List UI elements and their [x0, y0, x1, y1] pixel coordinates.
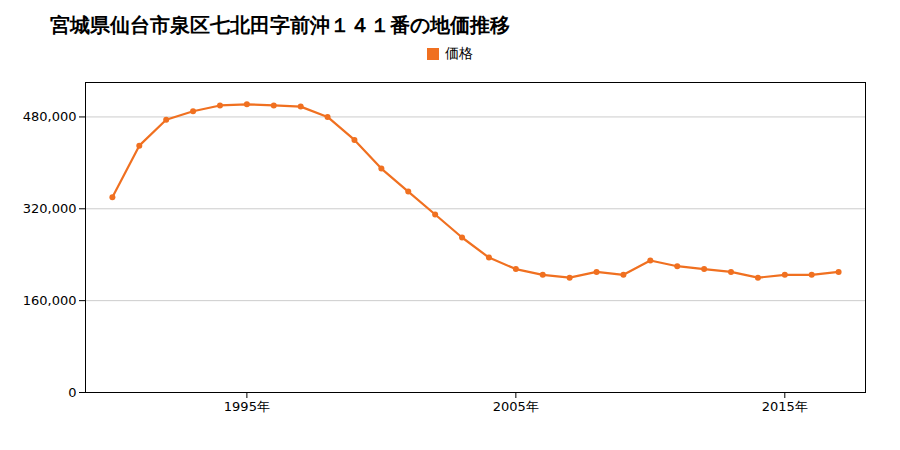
svg-text:480,000: 480,000: [23, 109, 77, 124]
svg-text:160,000: 160,000: [23, 293, 77, 308]
svg-text:320,000: 320,000: [23, 201, 77, 216]
svg-text:2015年: 2015年: [762, 399, 808, 414]
svg-text:1995年: 1995年: [224, 399, 270, 414]
html-text:宮城県仙台市泉区七北田字前沖１４１番の地価推移: 宮城県仙台市泉区七北田字前沖１４１番の地価推移: [50, 13, 510, 37]
svg-text:0: 0: [68, 385, 76, 400]
svg-text:2005年: 2005年: [493, 399, 539, 414]
html-text:価格: 価格: [445, 45, 473, 61]
